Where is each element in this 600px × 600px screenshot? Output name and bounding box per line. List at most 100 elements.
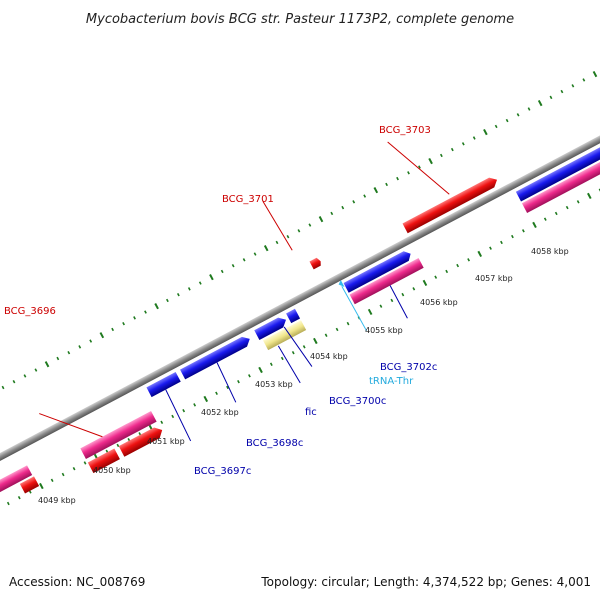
- minor-tick: [467, 258, 471, 262]
- gene-feature-blue[interactable]: [515, 142, 600, 202]
- gene-feature-red[interactable]: [118, 425, 165, 457]
- minor-tick: [248, 374, 251, 378]
- minor-tick: [390, 298, 394, 303]
- gene-feature-red[interactable]: [87, 448, 120, 474]
- trna-feature[interactable]: [337, 279, 345, 289]
- minor-tick: [56, 356, 60, 361]
- gene-label-fic[interactable]: fic: [305, 407, 317, 418]
- minor-tick: [489, 246, 492, 250]
- major-tick: [428, 157, 433, 165]
- leader-line-trna: [341, 285, 367, 332]
- leader-line-bcg3703: [387, 141, 450, 195]
- minor-tick: [385, 182, 388, 187]
- minor-tick: [220, 269, 224, 274]
- major-tick: [318, 216, 324, 223]
- scale-label: 4057 kbp: [475, 274, 513, 283]
- gene-feature-blue[interactable]: [343, 249, 414, 293]
- minor-tick: [171, 414, 175, 419]
- minor-tick: [17, 496, 21, 500]
- gene-label-bcg3696[interactable]: BCG_3696: [4, 306, 56, 317]
- gene-label-bcg3701[interactable]: BCG_3701: [222, 194, 274, 205]
- leader-line-bcg3702c: [389, 285, 408, 319]
- minor-tick: [445, 269, 449, 274]
- gene-feature-khaki[interactable]: [262, 320, 307, 351]
- gene-label-bcg3698c[interactable]: BCG_3698c: [246, 438, 303, 449]
- minor-tick: [341, 205, 345, 210]
- gene-label-trna-thr[interactable]: tRNA-Thr: [369, 376, 414, 387]
- minor-tick: [78, 345, 82, 349]
- scale-label: 4050 kbp: [93, 466, 131, 475]
- leader-line-bcg3696: [39, 413, 103, 438]
- major-tick: [477, 250, 483, 258]
- scale-label: 4051 kbp: [147, 437, 185, 446]
- minor-tick: [34, 368, 38, 372]
- outer-tick-row: [1, 70, 598, 390]
- minor-tick: [253, 252, 257, 256]
- minor-tick: [576, 200, 580, 204]
- minor-tick: [302, 345, 306, 349]
- minor-tick: [571, 84, 575, 88]
- major-tick: [532, 221, 537, 229]
- minor-tick: [133, 316, 136, 320]
- minor-tick: [472, 136, 476, 140]
- scale-label: 4049 kbp: [38, 496, 76, 505]
- minor-tick: [412, 287, 416, 291]
- minor-tick: [505, 118, 509, 123]
- minor-tick: [111, 327, 115, 332]
- minor-tick: [554, 211, 558, 216]
- gene-label-bcg3703[interactable]: BCG_3703: [379, 125, 431, 136]
- minor-tick: [12, 380, 16, 384]
- minor-tick: [527, 107, 531, 111]
- minor-tick: [352, 200, 356, 204]
- minor-tick: [61, 472, 65, 477]
- minor-tick: [308, 223, 312, 227]
- minor-tick: [50, 478, 54, 482]
- scale-label: 4053 kbp: [255, 380, 293, 389]
- minor-tick: [598, 188, 600, 192]
- minor-tick: [182, 408, 186, 413]
- gene-labels: BCG_3696 BCG_3701 BCG_3703 BCG_3697c BCG…: [4, 125, 437, 477]
- gene-feature-pink[interactable]: [521, 147, 600, 213]
- gene-label-bcg3697c[interactable]: BCG_3697c: [194, 466, 251, 477]
- major-tick: [39, 482, 44, 490]
- gene-feature-pink[interactable]: [80, 410, 157, 460]
- gene-label-bcg3702c[interactable]: BCG_3702c: [380, 362, 437, 373]
- scale-labels: 4049 kbp 4050 kbp 4051 kbp 4052 kbp 4053…: [38, 247, 569, 505]
- minor-tick: [346, 321, 350, 326]
- leader-line-fic: [277, 345, 301, 384]
- scale-label: 4058 kbp: [531, 247, 569, 256]
- minor-tick: [83, 461, 87, 465]
- gene-label-bcg3700c[interactable]: BCG_3700c: [329, 396, 386, 407]
- minor-tick: [242, 258, 246, 262]
- sequence-map: [0, 70, 600, 506]
- minor-tick: [215, 391, 218, 395]
- minor-tick: [286, 234, 290, 239]
- minor-tick: [166, 298, 169, 303]
- minor-tick: [439, 153, 443, 158]
- gene-feature-blue[interactable]: [286, 308, 301, 324]
- major-tick: [154, 303, 159, 310]
- scale-label: 4054 kbp: [310, 352, 348, 361]
- major-tick: [373, 187, 379, 194]
- minor-tick: [1, 385, 5, 390]
- minor-tick: [89, 339, 93, 343]
- major-tick: [592, 70, 598, 78]
- gene-feature-red[interactable]: [309, 257, 322, 270]
- gene-feature-red[interactable]: [402, 175, 500, 234]
- gene-feature-red[interactable]: [19, 476, 40, 494]
- major-tick: [258, 366, 263, 374]
- gene-feature-blue[interactable]: [146, 371, 181, 398]
- minor-tick: [379, 304, 383, 308]
- major-tick: [537, 99, 543, 107]
- minor-tick: [511, 234, 514, 239]
- gene-feature-blue[interactable]: [180, 334, 252, 380]
- leader-line-bcg3697c: [165, 389, 192, 442]
- minor-tick: [116, 443, 120, 448]
- gene-feature-pink[interactable]: [349, 258, 424, 305]
- gene-feature-pink[interactable]: [0, 465, 33, 494]
- minor-tick: [500, 240, 503, 245]
- major-tick: [587, 192, 592, 200]
- gene-feature-blue[interactable]: [254, 315, 288, 341]
- minor-tick: [401, 292, 405, 297]
- major-tick: [203, 395, 209, 403]
